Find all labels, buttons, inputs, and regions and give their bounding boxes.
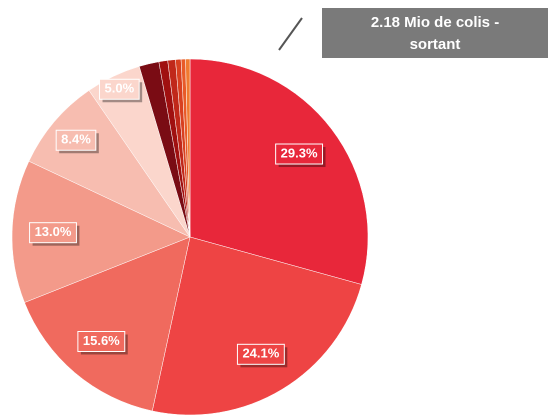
data-label-box xyxy=(29,222,77,244)
pie-slice xyxy=(151,236,362,416)
data-label-text: 24.1% xyxy=(242,346,279,361)
pie-slice xyxy=(11,160,191,303)
annotation-box xyxy=(322,8,548,58)
data-label-box xyxy=(77,331,126,353)
data-label-text: 5.0% xyxy=(105,81,135,96)
annotation-leader xyxy=(278,17,303,51)
data-label-text: 13.0% xyxy=(35,224,72,239)
data-label: 15.6% xyxy=(77,331,128,355)
data-label: 24.1% xyxy=(236,343,288,368)
pie-slice xyxy=(185,58,191,238)
annotation-line: sortant xyxy=(410,36,461,53)
pie-slice xyxy=(24,236,191,412)
annotation-line: 2.18 Mio de colis - xyxy=(371,14,499,31)
data-label: 5.0% xyxy=(99,78,143,103)
data-label-text: 8.4% xyxy=(61,132,91,147)
data-label-text: 29.3% xyxy=(281,145,318,160)
data-label-box xyxy=(99,78,140,100)
data-label: 8.4% xyxy=(55,129,99,154)
pie-slice xyxy=(189,58,369,285)
pie-slice xyxy=(28,90,191,238)
data-label: 29.3% xyxy=(275,143,326,168)
data-label-box xyxy=(55,129,97,151)
data-label: 13.0% xyxy=(29,222,80,246)
data-label-box xyxy=(275,143,324,165)
data-label-box xyxy=(236,343,285,365)
data-label-text: 15.6% xyxy=(83,333,120,348)
